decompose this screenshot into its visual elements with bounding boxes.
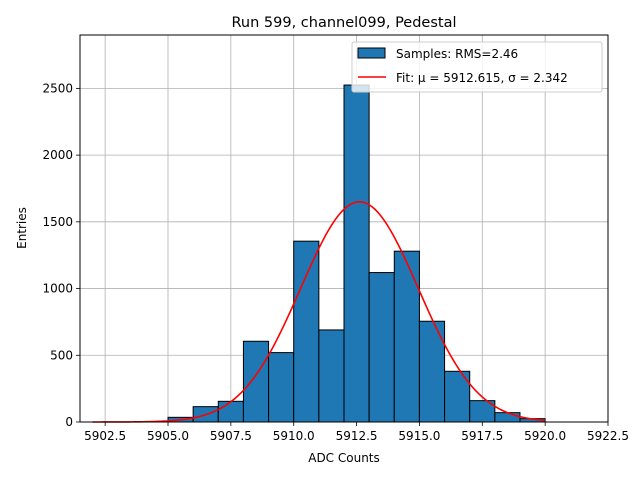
y-axis-ticks: 0 500 1000 1500 2000 2500 (42, 81, 80, 429)
legend-label-samples: Samples: RMS=2.46 (396, 47, 518, 61)
plot-frame (79, 34, 609, 423)
legend-label-fit: Fit: μ = 5912.615, σ = 2.342 (396, 71, 568, 85)
histogram-bars (167, 84, 546, 423)
y-tick-label: 2000 (42, 148, 73, 162)
x-tick-label: 5902.5 (84, 429, 126, 443)
y-tick-label: 1000 (42, 282, 73, 296)
gaussian-fit-line (92, 201, 546, 423)
x-tick-label: 5922.5 (587, 429, 629, 443)
y-tick-label: 2500 (42, 81, 73, 95)
x-tick-label: 5912.5 (336, 429, 378, 443)
x-axis-label: ADC Counts (308, 451, 380, 465)
histogram-bar (393, 250, 420, 423)
histogram-bar (343, 84, 370, 423)
y-tick-label: 500 (50, 348, 73, 362)
chart-title: Run 599, channel099, Pedestal (231, 15, 456, 31)
histogram-bar (318, 329, 345, 423)
legend: Samples: RMS=2.46 Fit: μ = 5912.615, σ =… (351, 41, 603, 93)
histogram-bar (494, 412, 521, 423)
histogram-bar (368, 272, 395, 423)
x-tick-label: 5910.0 (273, 429, 315, 443)
x-tick-label: 5917.5 (461, 429, 503, 443)
histogram-bar (293, 240, 320, 423)
fit-curve-group (92, 201, 546, 423)
histogram-bar (268, 352, 295, 423)
histogram-bar (242, 340, 270, 423)
histogram-bar (217, 400, 244, 423)
x-tick-label: 5920.0 (524, 429, 566, 443)
x-tick-label: 5905.0 (147, 429, 189, 443)
y-axis-label: Entries (15, 207, 29, 249)
legend-box (351, 41, 603, 93)
y-tick-label: 1500 (42, 215, 73, 229)
x-tick-label: 5907.5 (210, 429, 252, 443)
legend-swatch-samples (357, 47, 386, 59)
x-axis-ticks: 5902.5 5905.0 5907.5 5910.0 5912.5 5915.0 5917… (84, 422, 629, 443)
y-tick-label: 0 (65, 415, 73, 429)
x-tick-label: 5915.0 (398, 429, 440, 443)
